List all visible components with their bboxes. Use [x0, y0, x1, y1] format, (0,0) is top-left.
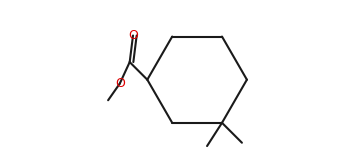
Text: O: O — [115, 77, 125, 90]
Text: O: O — [128, 29, 138, 42]
